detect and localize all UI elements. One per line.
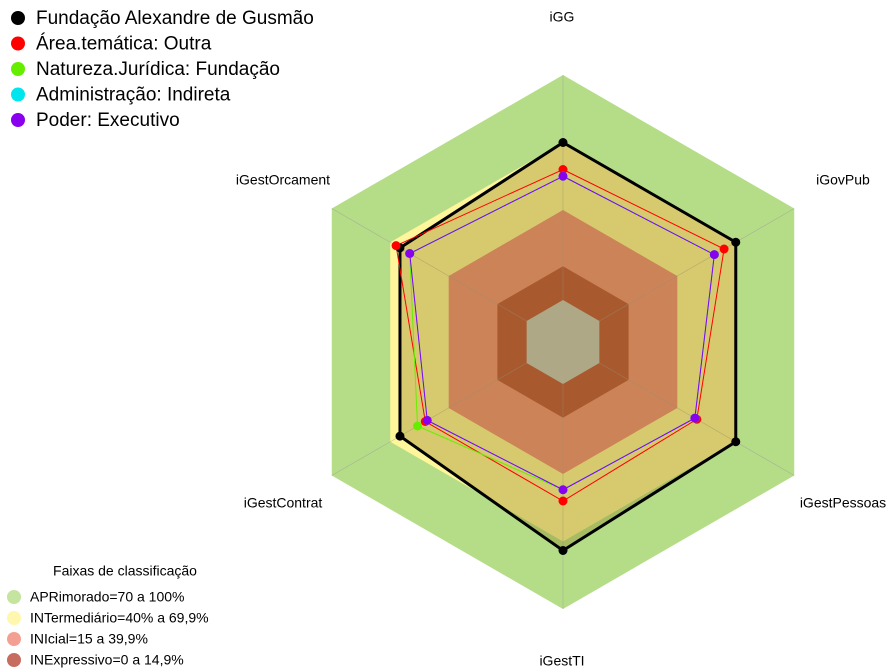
legend-marker [11,36,25,51]
bands-title: Faixas de classificação [53,563,197,579]
data-point [405,249,415,258]
data-point [558,138,568,147]
axis-label: iGestOrcament [236,172,330,188]
data-point [558,485,568,495]
band-legend-label: INIcial=15 a 39,9% [30,631,148,647]
band-legend-label: INTermediário=40% a 69,9% [30,610,209,626]
data-point [558,171,568,181]
data-point [558,496,568,506]
legend-label: Natureza.Jurídica: Fundação [36,59,280,80]
legend-label: Administração: Indireta [36,85,231,106]
data-point [391,241,401,251]
data-point [731,437,741,447]
data-point [558,546,568,555]
legend-label: Área.temática: Outra [36,34,212,55]
data-point [709,250,719,260]
center-hole [526,300,600,384]
legend-marker [11,11,25,25]
axis-label: iGovPub [816,172,870,188]
axis-label: iGestTI [539,653,584,669]
data-point [395,431,405,441]
spoke [599,208,795,322]
data-point [558,165,568,174]
band-legend-label: APRimorado=70 a 100% [30,589,185,605]
data-point [719,244,729,254]
band-legend-label: INExpressivo=0 a 14,9% [30,652,184,668]
axis-label: iGestPessoas [800,495,886,511]
legend-label: Fundação Alexandre de Gusmão [36,8,314,29]
band-legend-marker [7,653,21,667]
axis-label: iGestContrat [244,495,323,511]
axis-label: iGG [550,9,575,25]
band-legend-marker [7,632,21,646]
legend-marker [11,87,25,102]
legend-marker [11,62,25,76]
data-point [413,421,423,431]
spoke [331,208,527,322]
data-point [422,415,432,425]
legend-label: Poder: Executivo [36,110,180,131]
data-point [731,237,741,247]
band-legend-marker [7,590,21,604]
legend-marker [11,113,25,127]
data-point [690,413,700,423]
band-legend-marker [7,611,21,625]
